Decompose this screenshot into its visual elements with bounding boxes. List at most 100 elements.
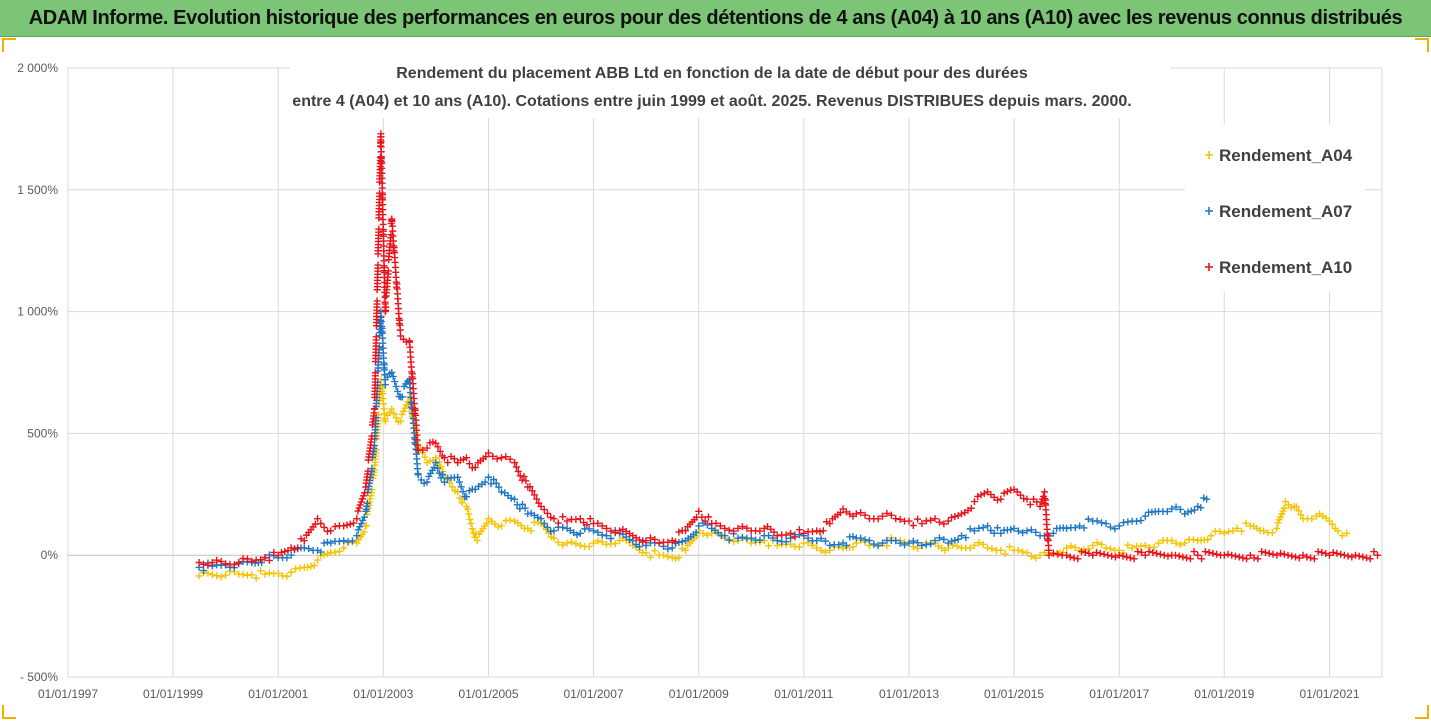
rendement-a07-point	[317, 548, 325, 556]
rendement-a07-point	[434, 464, 442, 472]
rendement-a10-point	[646, 534, 654, 542]
rendement-a10-point	[1160, 551, 1168, 559]
chart: 2 000% 1 500% 1 000% 500% 0% - 500% 01/01/1997…	[17, 54, 1383, 701]
rendement-a10-point	[721, 524, 729, 532]
rendement-a07-point	[305, 545, 313, 553]
rendement-a10-point	[977, 491, 985, 499]
rendement-a10-point	[357, 498, 365, 506]
rendement-a07-point	[388, 369, 396, 376]
rendement-a07-point	[826, 541, 834, 549]
rendement-a10-point	[1081, 549, 1089, 556]
rendement-a10-point	[1013, 488, 1021, 496]
rendement-a10-point	[195, 559, 203, 567]
rendement-a07-point	[497, 488, 505, 496]
frame-corner-top-right	[1415, 38, 1429, 52]
rendement-a10-point	[1277, 549, 1285, 557]
rendement-a10-point	[655, 539, 663, 547]
rendement-a10-point	[1036, 502, 1044, 510]
rendement-a10-point	[1220, 551, 1228, 559]
rendement-a10-point	[1355, 552, 1363, 560]
rendement-a10-point	[354, 507, 362, 515]
rendement-a07-point	[543, 523, 551, 531]
rendement-a04-point	[468, 525, 476, 533]
rendement-a10-point	[432, 439, 440, 447]
rendement-a10-point	[372, 333, 380, 341]
rendement-a10-point	[725, 526, 733, 534]
rendement-a04-point	[675, 554, 683, 562]
rendement-a04-point	[1128, 544, 1136, 552]
rendement-a10-point	[506, 455, 514, 463]
rendement-a10-point	[1243, 555, 1251, 563]
rendement-a04-point	[572, 540, 580, 548]
rendement-a04-point	[401, 404, 409, 412]
rendement-a07-point	[1124, 518, 1132, 526]
rendement-a07-point	[918, 541, 926, 549]
rendement-a07-point	[335, 537, 343, 545]
rendement-a04-point	[1225, 528, 1233, 536]
rendement-a07-point	[559, 523, 567, 531]
rendement-a04-point	[360, 528, 368, 536]
rendement-a10-point	[360, 492, 368, 500]
rendement-a07-point	[363, 499, 371, 507]
rendement-a07-point	[756, 536, 764, 544]
rendement-a07-point	[1076, 522, 1084, 530]
rendement-a10-point	[1186, 555, 1194, 563]
rendement-a10-point	[1141, 551, 1149, 559]
rendement-a10-point	[1228, 551, 1236, 559]
rendement-a04-point	[1308, 515, 1316, 523]
rendement-a04-point	[984, 544, 992, 552]
rendement-a07-point	[594, 528, 602, 536]
rendement-a10-point	[800, 529, 808, 537]
rendement-a10-point	[935, 518, 943, 526]
rendement-a07-point	[1111, 525, 1119, 533]
rendement-a10-point	[1288, 552, 1296, 560]
rendement-a07-point	[414, 471, 422, 479]
rendement-a07-point	[423, 478, 431, 486]
rendement-a04-point	[1141, 541, 1149, 549]
rendement-a10-point	[300, 537, 308, 545]
rendement-a04-point	[997, 546, 1005, 554]
rendement-a10-point	[512, 463, 520, 471]
rendement-a10-point	[327, 527, 335, 535]
rendement-a04-point	[274, 569, 282, 577]
rendement-a10-point	[594, 519, 602, 527]
rendement-a10-point	[208, 559, 216, 567]
rendement-a04-point	[1189, 536, 1197, 544]
rendement-a07-point	[490, 475, 498, 483]
rendement-a04-point	[611, 540, 619, 548]
rendement-a04-point	[970, 541, 978, 549]
rendement-a07-point	[909, 537, 917, 545]
rendement-a04-point	[1343, 529, 1351, 537]
rendement-a04-point	[1006, 543, 1014, 551]
rendement-a10-point	[204, 561, 212, 569]
rendement-a07-point	[1187, 507, 1195, 515]
rendement-a07-point	[984, 522, 992, 530]
rendement-a10-point	[664, 538, 672, 546]
rendement-a07-point	[1115, 522, 1123, 530]
rendement-a04-point	[381, 417, 389, 425]
rendement-a04-point	[362, 522, 370, 530]
rendement-a04-point	[975, 539, 983, 547]
rendement-a10-point	[974, 492, 982, 500]
x-tick-label: 01/01/2007	[564, 687, 624, 701]
rendement-a04-point	[1124, 541, 1132, 549]
rendement-a07-point	[1172, 503, 1180, 511]
rendement-a04-point	[966, 544, 974, 552]
rendement-a10-point	[1190, 548, 1198, 556]
rendement-a10-point	[1130, 555, 1138, 563]
rendement-a10-point	[1201, 548, 1209, 556]
rendement-a04-point	[327, 549, 335, 557]
rendement-a07-point	[678, 538, 686, 546]
rendement-a10-point	[980, 489, 988, 497]
y-tick-label: 1 000%	[17, 305, 58, 319]
rendement-a07-point	[857, 534, 865, 542]
rendement-a10-point	[997, 495, 1005, 503]
rendement-a10-point	[1041, 488, 1049, 496]
rendement-a07-point	[695, 522, 703, 530]
rendement-a10-point	[533, 495, 541, 503]
rendement-a04-point	[563, 539, 571, 547]
rendement-a10-point	[1000, 489, 1008, 497]
rendement-a04-point	[1295, 507, 1303, 515]
rendement-a07-point	[901, 541, 909, 549]
rendement-a04-point	[456, 494, 464, 502]
